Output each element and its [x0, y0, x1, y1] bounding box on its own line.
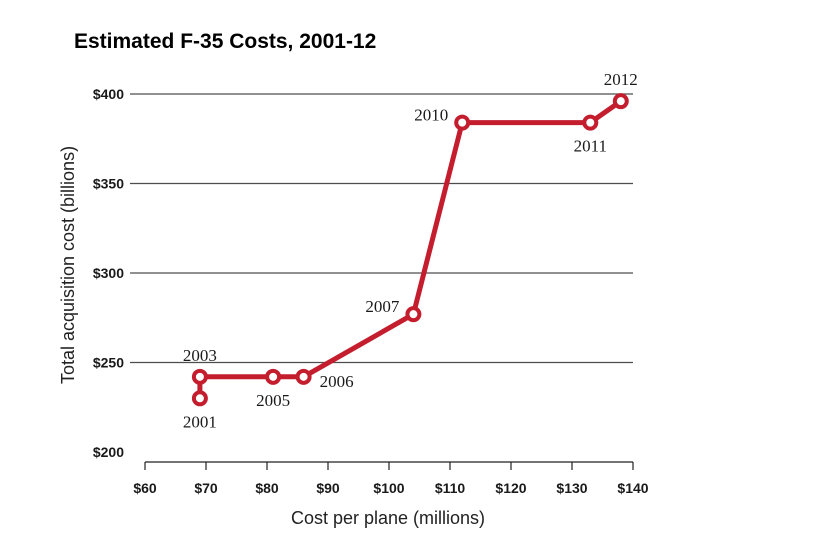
x-tick-label: $120: [495, 480, 526, 496]
x-tick-label: $110: [435, 480, 466, 496]
data-point-2001: [191, 390, 208, 407]
y-tick-label: $200: [93, 444, 124, 460]
y-axis-label: Total acquisition cost (billions): [58, 146, 78, 384]
gridlines: [130, 93, 633, 364]
y-tick-label: $350: [93, 176, 124, 192]
x-tick-label: $80: [255, 480, 279, 496]
data-point-2011: [582, 114, 599, 131]
series-line-group: [191, 93, 629, 407]
point-label-2012: 2012: [604, 70, 638, 89]
y-tick-label: $400: [93, 86, 124, 102]
x-tick-label: $90: [316, 480, 340, 496]
data-point-2005: [265, 368, 282, 385]
point-label-2011: 2011: [574, 137, 607, 156]
point-label-2003: 2003: [183, 346, 217, 365]
series-line: [197, 98, 624, 401]
point-label-2007: 2007: [365, 297, 400, 316]
point-labels: 2001 2003 2005 2006 2007 2010 2011 2012: [183, 70, 638, 431]
chart-title: Estimated F-35 Costs, 2001-12: [74, 30, 376, 53]
data-point-2010: [454, 114, 471, 131]
y-axis-ticks: $200 $250 $300 $350 $400: [93, 86, 124, 460]
point-label-2001: 2001: [183, 412, 217, 431]
x-axis-label: Cost per plane (millions): [291, 508, 485, 528]
data-point-2012: [612, 93, 629, 110]
x-tick-label: $140: [617, 480, 648, 496]
y-tick-label: $300: [93, 265, 124, 281]
data-point-2006: [295, 368, 312, 385]
x-axis: $60 $70 $80 $90 $100 $110 $120 $130 $140: [133, 461, 649, 496]
x-tick-label: $100: [373, 480, 404, 496]
point-label-2006: 2006: [320, 372, 354, 391]
data-point-2003: [191, 368, 208, 385]
x-tick-label: $70: [194, 480, 218, 496]
x-tick-label: $130: [556, 480, 587, 496]
x-tick-label: $60: [133, 480, 157, 496]
point-label-2010: 2010: [414, 106, 448, 125]
point-label-2005: 2005: [256, 391, 290, 410]
y-tick-label: $250: [93, 355, 124, 371]
data-point-2007: [405, 306, 422, 323]
